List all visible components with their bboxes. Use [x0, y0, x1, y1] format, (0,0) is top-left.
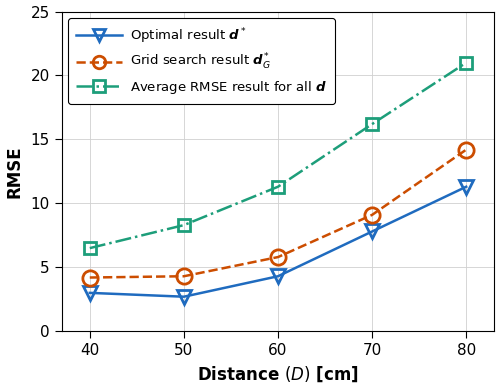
Y-axis label: RMSE: RMSE [6, 145, 24, 198]
Legend: Optimal result $\boldsymbol{d}^*$, Grid search result $\boldsymbol{d}_G^*$, Aver: Optimal result $\boldsymbol{d}^*$, Grid … [68, 18, 335, 104]
X-axis label: Distance $(D)$ [cm]: Distance $(D)$ [cm] [197, 365, 359, 385]
